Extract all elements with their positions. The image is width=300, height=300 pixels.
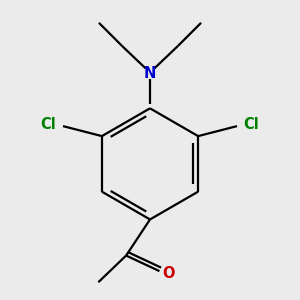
Text: Cl: Cl xyxy=(244,117,260,132)
Text: Cl: Cl xyxy=(40,117,56,132)
Text: N: N xyxy=(144,66,156,81)
Text: O: O xyxy=(163,266,175,281)
